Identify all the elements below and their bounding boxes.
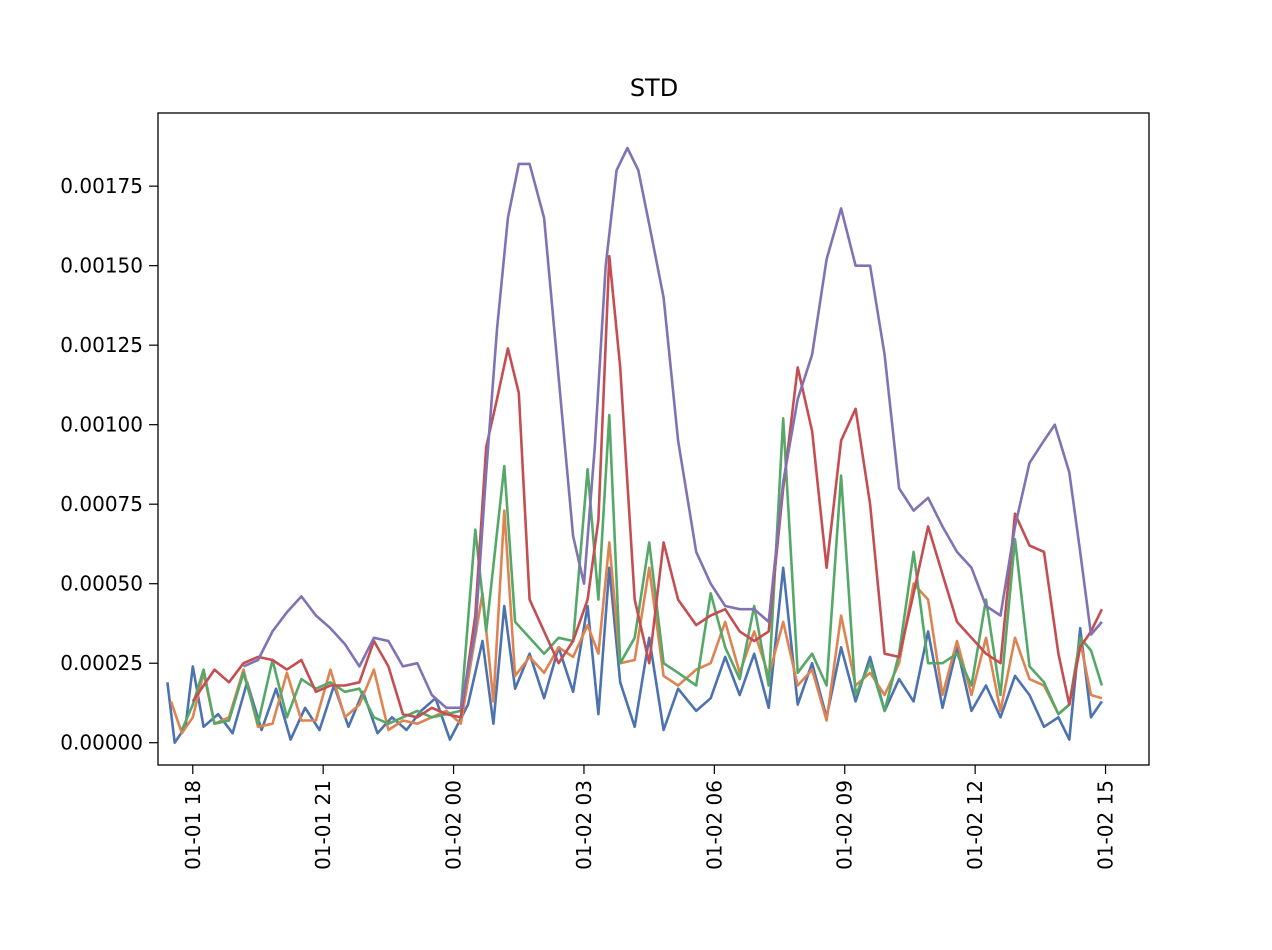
x-tick-label-7: 01-02 15 xyxy=(1094,780,1118,870)
plot-frame xyxy=(157,112,1150,766)
x-tick-label-6: 01-02 12 xyxy=(963,780,987,870)
y-tick-label-6: 0.00150 xyxy=(60,254,143,278)
x-tick-label-2: 01-02 00 xyxy=(442,780,466,870)
series-line-3 xyxy=(191,254,1104,719)
y-tick-label-5: 0.00125 xyxy=(60,333,143,357)
y-tick-label-7: 0.00175 xyxy=(60,174,143,198)
series-layer xyxy=(166,146,1104,744)
series-line-1 xyxy=(169,509,1103,735)
x-axis: 01-01 18 01-01 21 01-02 00 01-02 03 01-02 06… xyxy=(181,765,1118,870)
x-tick-label-4: 01-02 06 xyxy=(702,780,726,870)
series-line-0 xyxy=(166,566,1103,744)
x-tick-label-1: 01-01 21 xyxy=(311,780,335,870)
y-tick-label-1: 0.00025 xyxy=(60,651,143,675)
y-tick-label-0: 0.00000 xyxy=(60,731,143,755)
y-tick-label-3: 0.00075 xyxy=(60,492,143,516)
y-tick-label-4: 0.00100 xyxy=(60,413,143,437)
y-tick-label-2: 0.00050 xyxy=(60,572,143,596)
x-tick-label-5: 01-02 09 xyxy=(833,780,857,870)
chart-title: STD xyxy=(630,74,678,102)
series-line-4 xyxy=(242,146,1103,710)
series-line-2 xyxy=(180,413,1104,731)
x-tick-label-0: 01-01 18 xyxy=(181,780,205,870)
y-axis: 0.00000 0.00025 0.00050 0.00075 0.00100 0.001… xyxy=(60,174,158,755)
x-tick-label-3: 01-02 03 xyxy=(572,780,596,870)
